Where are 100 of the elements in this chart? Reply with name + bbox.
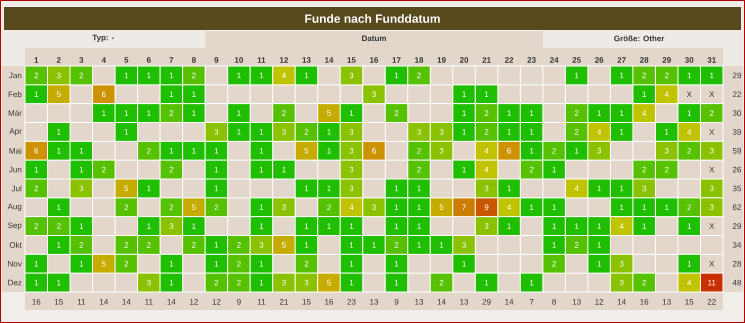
data-label: 1 — [688, 260, 692, 266]
text: 14 — [505, 299, 514, 305]
data-label: 1 — [530, 148, 534, 154]
data-label: 1 — [214, 148, 218, 154]
data-label: 1 — [57, 129, 61, 135]
data-label: 1 — [34, 280, 38, 286]
y-tick-label: Nov — [8, 260, 22, 267]
data-label: 5 — [56, 91, 61, 98]
data-label: 3 — [350, 186, 354, 192]
data-label: 3 — [620, 260, 624, 267]
data-label: 2 — [417, 72, 421, 78]
data-label: 1 — [170, 91, 174, 97]
data-label: 2 — [574, 242, 578, 248]
data-label: 1 — [394, 72, 398, 78]
data-label: 3 — [417, 129, 421, 135]
data-label: 3 — [620, 280, 624, 286]
data-label: 1 — [327, 223, 331, 229]
data-label: 2 — [147, 148, 151, 154]
text: 13 — [415, 298, 424, 305]
data-label: 2 — [687, 204, 692, 210]
data-label: 1 — [507, 110, 511, 116]
chart-title: Funde nach Funddatum — [305, 14, 440, 23]
data-label: 4 — [507, 204, 512, 210]
data-label: 1 — [484, 280, 488, 286]
text: 22 — [708, 298, 716, 305]
data-label: 2 — [237, 260, 241, 267]
data-label: 1 — [620, 186, 624, 192]
data-label: 1 — [642, 204, 646, 210]
data-label: 1 — [124, 110, 128, 116]
text: 13 — [370, 298, 378, 305]
data-label: 1 — [462, 129, 466, 135]
x-tick-label: 27 — [618, 57, 626, 63]
data-label: 1 — [327, 186, 331, 192]
text: 12 — [190, 298, 198, 305]
data-label: 2 — [642, 280, 646, 286]
text: 7 — [530, 299, 534, 305]
data-label: 1 — [170, 148, 174, 154]
data-label: 1 — [530, 129, 534, 135]
data-label: 2 — [214, 204, 218, 210]
data-label: 4 — [620, 223, 624, 229]
text: 12 — [212, 298, 220, 305]
data-label: 1 — [57, 148, 61, 154]
data-label: 1 — [147, 186, 151, 192]
data-label: 1 — [552, 223, 556, 229]
text: 8 — [552, 298, 556, 305]
text: 15 — [54, 298, 63, 305]
data-label: 1 — [372, 242, 376, 248]
data-label: 1 — [260, 204, 264, 210]
data-label: 1 — [34, 260, 38, 266]
data-label: 1 — [507, 186, 511, 192]
data-label: 1 — [304, 242, 308, 248]
data-label: 4 — [574, 186, 579, 192]
y2-tick-label: 35 — [732, 186, 742, 192]
data-label: 1 — [350, 280, 354, 286]
x-tick-label: 2 — [56, 57, 61, 63]
x-tick-label: 29 — [662, 57, 671, 63]
data-label: 3 — [282, 204, 286, 210]
x-tick-label: 21 — [482, 57, 491, 63]
data-label: 1 — [260, 223, 264, 229]
data-label: 1 — [417, 223, 421, 229]
data-label: 3 — [79, 186, 84, 192]
data-label: 1 — [575, 223, 578, 229]
data-label: 1 — [350, 242, 354, 248]
data-label: 3 — [597, 148, 602, 154]
data-label: 2 — [124, 242, 128, 248]
y-tick-label: Dez — [8, 280, 22, 286]
data-label: 1 — [394, 223, 398, 229]
data-label: 1 — [192, 148, 196, 154]
data-label: 1 — [237, 110, 241, 116]
data-label: 1 — [440, 242, 444, 248]
data-label: 9 — [484, 204, 488, 210]
text: 15 — [685, 298, 694, 305]
data-label: 1 — [192, 223, 196, 229]
data-label: 1 — [530, 110, 534, 116]
data-label: 3 — [664, 148, 669, 154]
data-label: 3 — [259, 242, 264, 248]
text: X — [686, 91, 692, 97]
data-label: 1 — [620, 129, 624, 135]
y-tick-label: Jun — [9, 166, 22, 172]
data-label: 1 — [214, 166, 218, 172]
text: 23 — [347, 298, 356, 305]
data-label: 1 — [598, 223, 601, 229]
data-label: 2 — [192, 72, 196, 78]
data-label: 2 — [642, 166, 646, 172]
y2-tick-label: 30 — [732, 110, 742, 116]
data-label: 4 — [597, 129, 602, 135]
y-tick-label: Jul — [12, 185, 22, 192]
data-label: 4 — [687, 129, 692, 135]
data-label: 5 — [327, 280, 331, 286]
data-label: 1 — [417, 242, 421, 248]
data-label: 1 — [642, 91, 646, 97]
y-tick-label: Apr — [9, 128, 22, 136]
text: Typ: - — [92, 34, 114, 42]
data-label: 1 — [350, 110, 354, 116]
x-tick-label: 20 — [460, 57, 468, 63]
data-label: 6 — [372, 148, 376, 154]
text: X — [709, 166, 714, 172]
data-label: 1 — [260, 260, 264, 266]
data-label: 1 — [147, 72, 151, 78]
x-tick-label: 24 — [550, 57, 559, 63]
